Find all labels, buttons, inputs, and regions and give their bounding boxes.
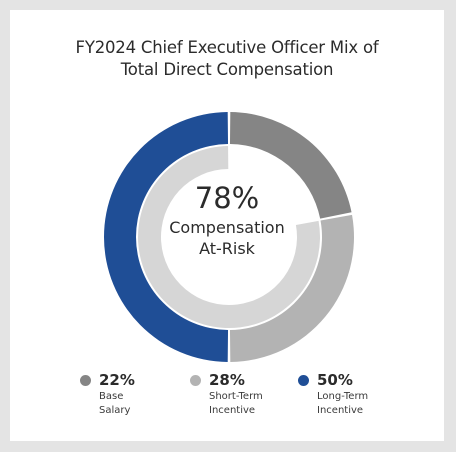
donut-slice-long-term-incentive	[104, 112, 229, 362]
legend-label-line: Long-Term	[317, 391, 369, 402]
legend-label-line: Salary	[99, 405, 131, 416]
donut-slice-base-salary	[229, 112, 352, 219]
donut-slice-short-term-incentive	[229, 214, 354, 362]
legend-dot-short-term-incentive	[190, 375, 201, 386]
center-percentage: 78%	[194, 181, 260, 215]
legend-label-line: Incentive	[317, 405, 364, 416]
donut-chart	[104, 112, 354, 362]
chart-title-line-1: FY2024 Chief Executive Officer Mix of	[75, 38, 379, 57]
chart-card: FY2024 Chief Executive Officer Mix of To…	[10, 10, 444, 441]
legend-value-base-salary: 22%	[99, 371, 135, 389]
legend-dot-base-salary	[80, 375, 91, 386]
legend-label-long-term-incentive: Long-Term Incentive	[317, 390, 368, 418]
legend-value-short-term-incentive: 28%	[209, 371, 245, 389]
center-label-line-1: Compensation	[169, 218, 285, 237]
chart-title-line-2: Total Direct Compensation	[120, 60, 334, 79]
legend-label-base-salary: Base Salary	[99, 390, 130, 418]
legend-label-short-term-incentive: Short-Term Incentive	[209, 390, 263, 418]
center-label-line-2: At-Risk	[199, 239, 255, 258]
legend-label-line: Incentive	[209, 405, 256, 416]
legend-value-long-term-incentive: 50%	[317, 371, 353, 389]
legend-label-line: Short-Term	[209, 391, 263, 402]
legend-label-line: Base	[99, 391, 124, 402]
legend-dot-long-term-incentive	[298, 375, 309, 386]
center-label: Compensation At-Risk	[120, 217, 334, 259]
chart-title: FY2024 Chief Executive Officer Mix of To…	[10, 37, 444, 81]
